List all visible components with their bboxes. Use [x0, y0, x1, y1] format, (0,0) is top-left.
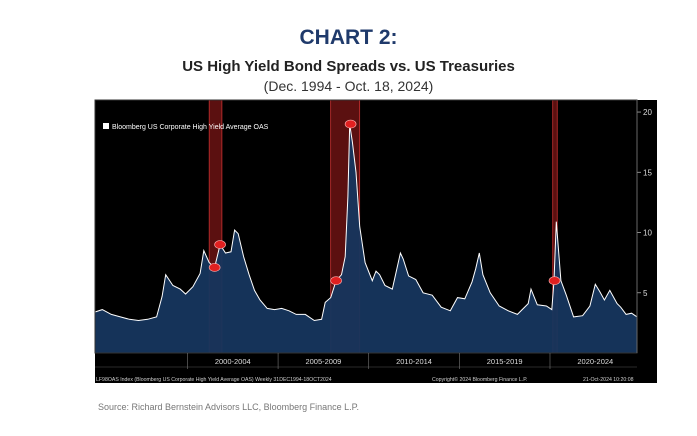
recession-marker	[330, 276, 342, 286]
recession-marker	[208, 263, 221, 272]
chart-footer-copyright: Copyright© 2024 Bloomberg Finance L.P.	[432, 376, 527, 383]
y-tick-label: 20	[643, 108, 652, 117]
recession-marker	[214, 240, 226, 249]
x-tick-label: 2010-2014	[396, 357, 432, 366]
legend-swatch	[103, 123, 109, 129]
y-tick-label: 15	[643, 168, 652, 177]
chart-footer-left: LF98OAS Index (Bloomberg US Corporate Hi…	[96, 377, 332, 383]
series-area	[95, 124, 637, 353]
recession-band	[552, 100, 558, 353]
chart-title: US High Yield Bond Spreads vs. US Treasu…	[182, 58, 515, 75]
chart-number: CHART 2:	[299, 26, 398, 49]
x-tick-label: 2015-2019	[487, 357, 523, 366]
chart-footer-timestamp: 21-Oct-2024 10:20:08	[583, 377, 634, 383]
y-tick-label: 5	[643, 289, 648, 298]
chart-subtitle: (Dec. 1994 - Oct. 18, 2024)	[263, 78, 434, 94]
source-note: Source: Richard Bernstein Advisors LLC, …	[98, 402, 359, 412]
y-tick-label: 10	[643, 229, 652, 238]
x-tick-label: 2020-2024	[577, 357, 613, 366]
x-tick-label: 2000-2004	[215, 357, 251, 366]
series-line	[94, 124, 638, 322]
recession-marker	[548, 276, 561, 286]
x-tick-label: 2005-2009	[305, 357, 341, 366]
recession-marker	[344, 119, 357, 129]
legend-label: Bloomberg US Corporate High Yield Averag…	[112, 124, 269, 131]
